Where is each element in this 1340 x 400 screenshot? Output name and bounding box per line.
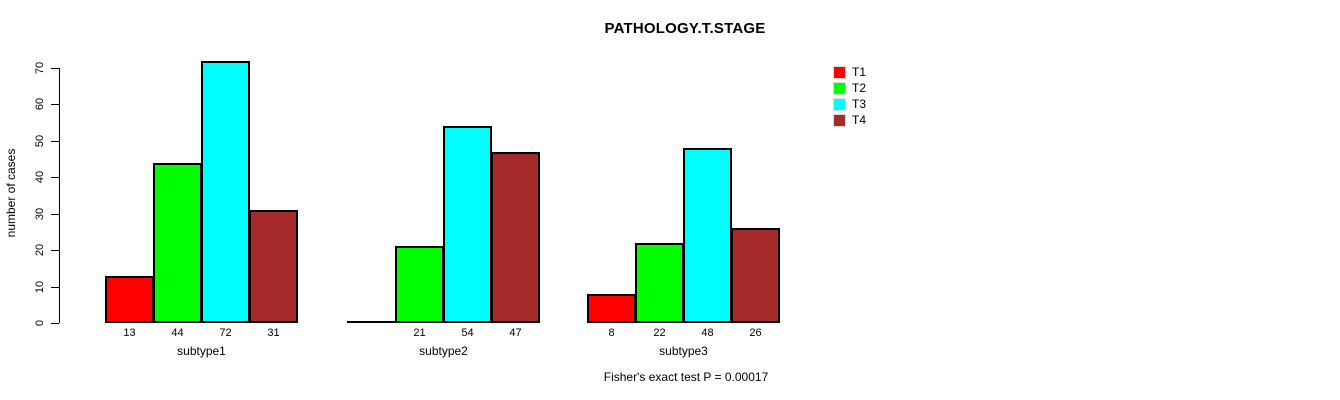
legend-row: T4 bbox=[833, 112, 866, 128]
category-label: subtype3 bbox=[659, 344, 708, 358]
y-axis-tick bbox=[51, 68, 59, 69]
legend-label: T2 bbox=[852, 81, 867, 95]
bar bbox=[153, 163, 202, 323]
category-label: subtype1 bbox=[177, 344, 226, 358]
legend-swatch bbox=[833, 81, 846, 95]
y-axis-tick bbox=[51, 177, 59, 178]
y-tick-label: 10 bbox=[34, 280, 46, 294]
bar-value-label: 54 bbox=[461, 327, 474, 339]
bar-value-label: 22 bbox=[653, 327, 666, 339]
legend: T1 T2 T3 T4 bbox=[833, 64, 866, 128]
y-tick-label: 60 bbox=[34, 97, 46, 111]
y-axis-tick bbox=[51, 250, 59, 251]
y-axis-tick bbox=[51, 104, 59, 105]
y-tick-label: 0 bbox=[34, 319, 46, 327]
bar bbox=[587, 294, 636, 323]
y-axis-line bbox=[59, 68, 60, 323]
bar-value-label: 48 bbox=[701, 327, 714, 339]
legend-swatch bbox=[833, 97, 846, 111]
legend-label: T4 bbox=[852, 113, 867, 127]
bar bbox=[731, 228, 780, 323]
bar bbox=[201, 61, 250, 323]
legend-label: T1 bbox=[852, 65, 867, 79]
bar-value-label: 31 bbox=[267, 327, 280, 339]
legend-label: T3 bbox=[852, 97, 867, 111]
y-tick-label: 30 bbox=[34, 207, 46, 221]
bar-value-label: 8 bbox=[608, 327, 615, 339]
chart-title: PATHOLOGY.T.STAGE bbox=[604, 20, 766, 37]
legend-row: T2 bbox=[833, 80, 866, 96]
y-tick-label: 50 bbox=[34, 134, 46, 148]
y-axis-tick bbox=[51, 141, 59, 142]
bar bbox=[249, 210, 298, 323]
y-axis-tick bbox=[51, 214, 59, 215]
footnote-text: Fisher's exact test P = 0.00017 bbox=[603, 370, 769, 384]
legend-row: T3 bbox=[833, 96, 866, 112]
y-tick-label: 70 bbox=[34, 61, 46, 75]
bar bbox=[491, 152, 540, 323]
bar bbox=[395, 246, 444, 323]
bar-value-label: 21 bbox=[413, 327, 426, 339]
bar bbox=[443, 126, 492, 323]
y-tick-label: 40 bbox=[34, 170, 46, 184]
y-axis-tick bbox=[51, 287, 59, 288]
bar-value-label: 72 bbox=[219, 327, 232, 339]
y-axis-title: number of cases bbox=[4, 148, 18, 238]
bar-value-label: 13 bbox=[123, 327, 136, 339]
bar bbox=[635, 243, 684, 323]
legend-row: T1 bbox=[833, 64, 866, 80]
legend-swatch bbox=[833, 113, 846, 127]
category-label: subtype2 bbox=[419, 344, 468, 358]
y-axis-tick bbox=[51, 323, 59, 324]
bar-value-label: 26 bbox=[749, 327, 762, 339]
bar-value-label: 44 bbox=[171, 327, 184, 339]
y-tick-label: 20 bbox=[34, 243, 46, 257]
legend-swatch bbox=[833, 65, 846, 79]
bar bbox=[347, 321, 396, 323]
bar bbox=[683, 148, 732, 323]
bar bbox=[105, 276, 154, 323]
bar-value-label: 47 bbox=[509, 327, 522, 339]
